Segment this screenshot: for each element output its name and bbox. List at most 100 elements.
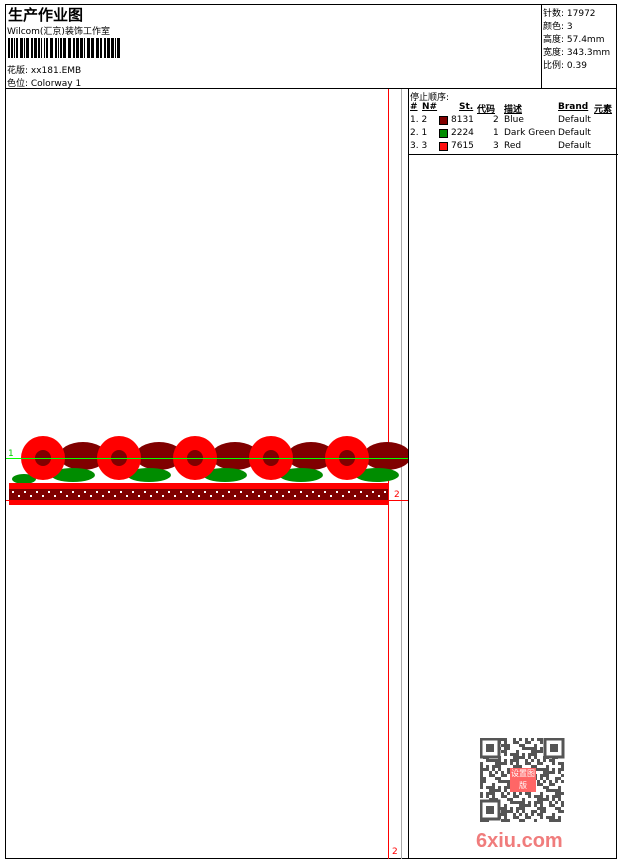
qr-module xyxy=(546,816,549,819)
qr-module xyxy=(540,807,543,810)
qr-module xyxy=(480,771,483,774)
qr-module xyxy=(540,738,543,741)
qr-module xyxy=(546,789,549,792)
row-brand: Default xyxy=(558,128,591,138)
qr-module xyxy=(489,759,492,762)
band-dot xyxy=(294,495,296,497)
header-divider xyxy=(5,88,617,89)
qr-module xyxy=(501,762,504,765)
qr-module xyxy=(495,759,498,762)
qr-module xyxy=(528,747,531,750)
qr-module xyxy=(492,759,495,762)
qr-module xyxy=(552,795,555,798)
qr-module xyxy=(522,807,525,810)
qr-module xyxy=(489,789,492,792)
band-dot xyxy=(192,491,194,493)
qr-module xyxy=(549,804,552,807)
qr-module xyxy=(534,747,537,750)
qr-module xyxy=(492,792,495,795)
qr-module xyxy=(513,753,516,756)
qr-module xyxy=(531,810,534,813)
qr-module xyxy=(504,816,507,819)
qr-module xyxy=(558,795,561,798)
qr-module xyxy=(558,786,561,789)
qr-module xyxy=(504,804,507,807)
qr-module xyxy=(540,810,543,813)
qr-module xyxy=(540,750,543,753)
qr-module xyxy=(501,738,504,741)
qr-module xyxy=(534,750,537,753)
qr-module xyxy=(546,771,549,774)
col-element: 元素 xyxy=(594,105,613,115)
qr-module xyxy=(549,780,552,783)
qr-module xyxy=(558,762,561,765)
band-dot xyxy=(54,495,56,497)
band-dot xyxy=(102,495,104,497)
qr-finder xyxy=(480,738,501,759)
band-dot xyxy=(234,495,236,497)
qr-module xyxy=(531,765,534,768)
qr-module xyxy=(492,786,495,789)
qr-module xyxy=(480,795,483,798)
band-dot xyxy=(222,495,224,497)
band-dot xyxy=(324,491,326,493)
qr-module xyxy=(561,765,564,768)
qr-module xyxy=(555,780,558,783)
bottom-band xyxy=(9,500,388,505)
row-seq: 1. 2 xyxy=(410,115,428,125)
qr-module xyxy=(501,771,504,774)
qr-module xyxy=(507,744,510,747)
qr-module xyxy=(522,744,525,747)
company-name: Wilcom(汇京)装饰工作室 xyxy=(7,27,110,37)
qr-module xyxy=(498,789,501,792)
band-dot xyxy=(258,495,260,497)
band-dot xyxy=(240,491,242,493)
qr-module xyxy=(519,819,522,822)
qr-module xyxy=(549,801,552,804)
qr-module xyxy=(543,768,546,771)
leaf xyxy=(51,468,95,482)
qr-module xyxy=(525,759,528,762)
qr-module xyxy=(504,762,507,765)
colorway: 色位: Colorway 1 xyxy=(7,79,82,89)
band-dot xyxy=(18,495,20,497)
qr-module xyxy=(555,795,558,798)
qr-module xyxy=(486,765,489,768)
qr-module xyxy=(528,741,531,744)
qr-module xyxy=(549,789,552,792)
qr-module xyxy=(528,804,531,807)
qr-module xyxy=(549,771,552,774)
qr-module xyxy=(504,795,507,798)
qr-module xyxy=(516,765,519,768)
qr-module xyxy=(537,795,540,798)
qr-module xyxy=(504,807,507,810)
qr-module xyxy=(483,777,486,780)
qr-module xyxy=(486,786,489,789)
qr-module xyxy=(519,765,522,768)
band-dot xyxy=(228,491,230,493)
band-dot xyxy=(120,491,122,493)
qr-module xyxy=(543,780,546,783)
qr-module xyxy=(558,807,561,810)
qr-module xyxy=(501,813,504,816)
band-dot xyxy=(312,491,314,493)
qr-module xyxy=(513,813,516,816)
band-dot xyxy=(210,495,212,497)
qr-module xyxy=(504,780,507,783)
qr-module xyxy=(504,747,507,750)
qr-module xyxy=(513,756,516,759)
qr-module xyxy=(543,786,546,789)
qr-module xyxy=(528,753,531,756)
qr-module xyxy=(516,753,519,756)
row-desc: Dark Green xyxy=(504,128,556,138)
band-dot xyxy=(138,495,140,497)
dark-flower xyxy=(211,442,259,470)
band-dot xyxy=(252,491,254,493)
qr-module xyxy=(504,774,507,777)
qr-module xyxy=(561,780,564,783)
qr-module xyxy=(540,801,543,804)
qr-module xyxy=(558,819,561,822)
qr-module xyxy=(537,762,540,765)
qr-module xyxy=(519,801,522,804)
qr-module xyxy=(513,738,516,741)
